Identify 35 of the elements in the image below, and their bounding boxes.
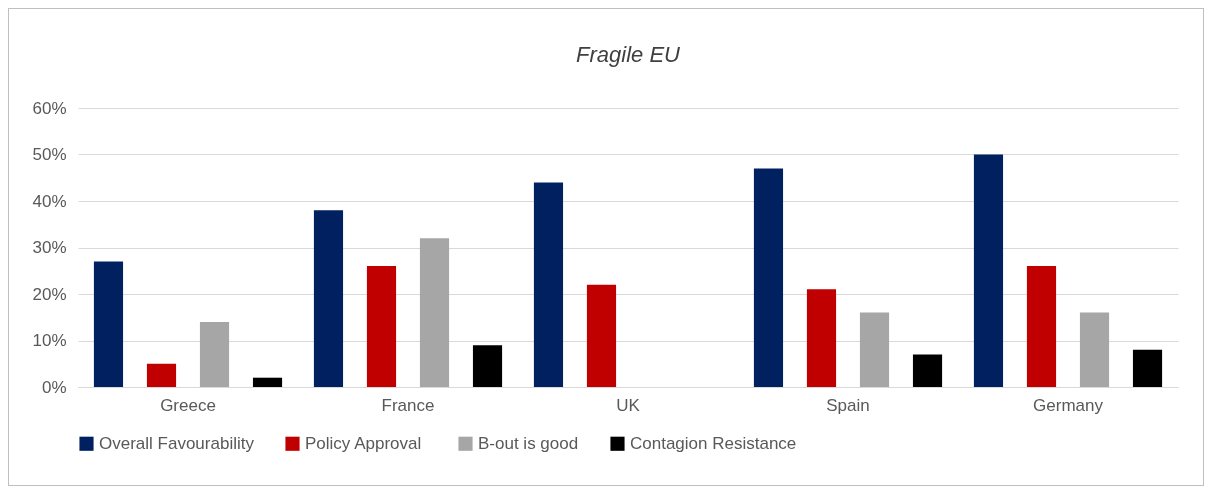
x-tick-label: Germany xyxy=(1033,395,1104,415)
bar xyxy=(1079,312,1110,387)
bar xyxy=(912,354,943,387)
legend-label: Contagion Resistance xyxy=(630,433,797,453)
bar xyxy=(1132,349,1163,387)
x-tick-label: France xyxy=(381,395,435,415)
bar xyxy=(973,154,1004,387)
x-tick-label: UK xyxy=(616,395,641,415)
y-tick-label: 40% xyxy=(32,191,67,211)
bar xyxy=(93,261,124,387)
chart-title: Fragile EU xyxy=(576,42,681,67)
bar xyxy=(859,312,890,387)
y-tick-label: 30% xyxy=(32,238,67,257)
x-tick-label: Greece xyxy=(160,395,216,415)
bar xyxy=(472,345,503,387)
bar xyxy=(419,238,450,387)
x-tick-label: Spain xyxy=(826,395,870,415)
y-tick-label: 50% xyxy=(32,145,67,164)
bar xyxy=(146,363,177,387)
y-tick-label: 0% xyxy=(41,377,67,397)
bar xyxy=(806,289,837,387)
bar xyxy=(533,182,564,387)
bar xyxy=(199,321,230,387)
y-tick-label: 20% xyxy=(32,284,67,304)
bar xyxy=(586,284,617,387)
legend-label: Overall Favourability xyxy=(99,433,255,453)
legend-label: Policy Approval xyxy=(305,433,422,453)
legend-label: B-out is good xyxy=(478,433,579,453)
bar xyxy=(313,210,344,387)
bar xyxy=(753,168,784,387)
bar xyxy=(252,377,283,387)
y-tick-label: 60% xyxy=(32,98,67,118)
bar xyxy=(1026,266,1057,387)
y-tick-label: 10% xyxy=(32,331,67,350)
bar xyxy=(366,266,397,387)
